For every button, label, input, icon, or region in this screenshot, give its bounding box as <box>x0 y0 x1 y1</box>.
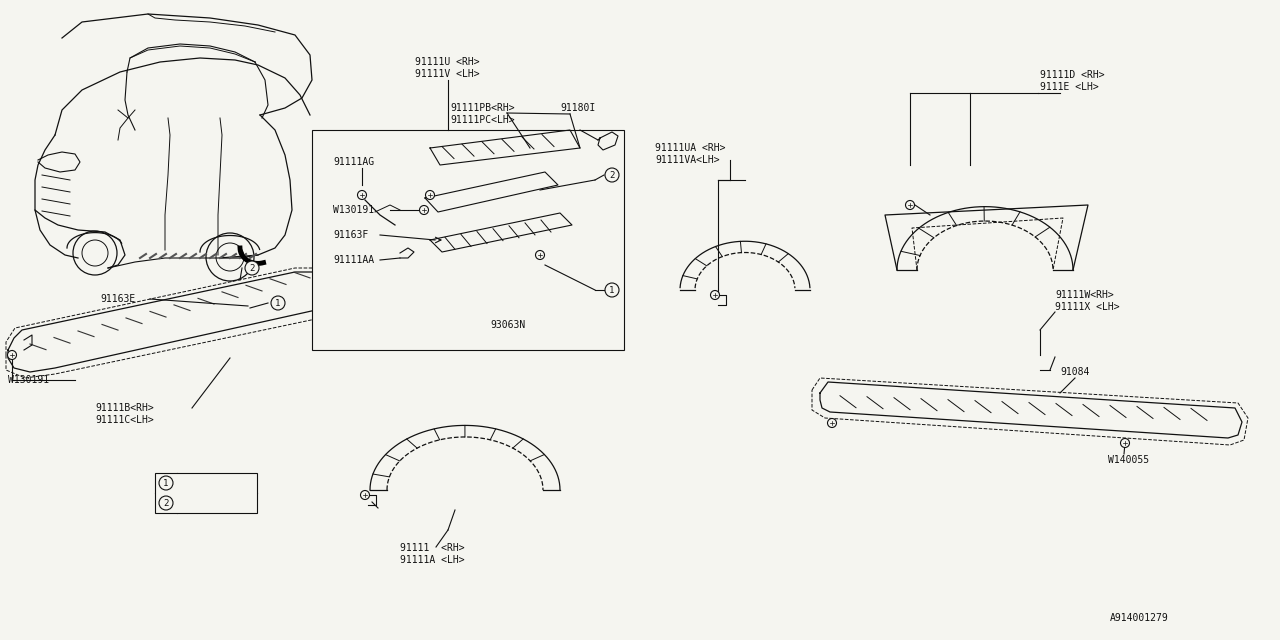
Text: 91111UA <RH>: 91111UA <RH> <box>655 143 726 153</box>
Text: 91111C<LH>: 91111C<LH> <box>95 415 154 425</box>
Circle shape <box>271 296 285 310</box>
Circle shape <box>357 191 366 200</box>
Text: 1: 1 <box>275 298 280 307</box>
Text: 93063N: 93063N <box>490 320 525 330</box>
Circle shape <box>425 191 434 200</box>
Text: 91163E: 91163E <box>100 294 136 304</box>
Circle shape <box>244 261 259 275</box>
Bar <box>155 473 257 513</box>
Circle shape <box>159 476 173 490</box>
Text: 2: 2 <box>250 264 255 273</box>
Text: W130191: W130191 <box>333 205 374 215</box>
Text: W130191: W130191 <box>8 375 49 385</box>
Text: 91111B<RH>: 91111B<RH> <box>95 403 154 413</box>
Circle shape <box>827 419 837 428</box>
Text: 2: 2 <box>164 499 169 508</box>
Text: 91111U <RH>: 91111U <RH> <box>415 57 480 67</box>
Text: 91111A <LH>: 91111A <LH> <box>401 555 465 565</box>
Text: 91111  <RH>: 91111 <RH> <box>401 543 465 553</box>
Text: 91084: 91084 <box>1060 367 1089 377</box>
Text: 91111AF: 91111AF <box>182 498 223 508</box>
Circle shape <box>605 283 620 297</box>
Text: 91111V <LH>: 91111V <LH> <box>415 69 480 79</box>
Circle shape <box>905 200 914 209</box>
Text: 91111PB<RH>: 91111PB<RH> <box>451 103 515 113</box>
Bar <box>312 130 625 350</box>
Text: 1: 1 <box>609 285 614 294</box>
Circle shape <box>420 205 429 214</box>
Text: 2: 2 <box>609 170 614 179</box>
Text: 91111D <RH>: 91111D <RH> <box>1039 70 1105 80</box>
Text: 9111E <LH>: 9111E <LH> <box>1039 82 1098 92</box>
Text: 1: 1 <box>164 479 169 488</box>
Circle shape <box>1120 438 1129 447</box>
Text: 91111PC<LH>: 91111PC<LH> <box>451 115 515 125</box>
Circle shape <box>159 496 173 510</box>
Circle shape <box>535 250 544 259</box>
Text: 91180I: 91180I <box>561 103 595 113</box>
Text: 91111AG: 91111AG <box>333 157 374 167</box>
Text: 91111AA: 91111AA <box>333 255 374 265</box>
Circle shape <box>8 351 17 360</box>
Text: 91111W<RH>: 91111W<RH> <box>1055 290 1114 300</box>
Text: 91111AE: 91111AE <box>182 478 223 488</box>
Text: A914001279: A914001279 <box>1110 613 1169 623</box>
Text: 91163F: 91163F <box>333 230 369 240</box>
Circle shape <box>710 291 719 300</box>
Text: 91111X <LH>: 91111X <LH> <box>1055 302 1120 312</box>
Text: 91111VA<LH>: 91111VA<LH> <box>655 155 719 165</box>
Circle shape <box>361 490 370 499</box>
Text: W140055: W140055 <box>1108 455 1149 465</box>
Circle shape <box>605 168 620 182</box>
